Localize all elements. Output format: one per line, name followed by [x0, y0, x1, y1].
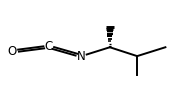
Text: O: O	[8, 45, 17, 58]
Text: C: C	[45, 40, 53, 53]
Text: N: N	[77, 50, 86, 63]
